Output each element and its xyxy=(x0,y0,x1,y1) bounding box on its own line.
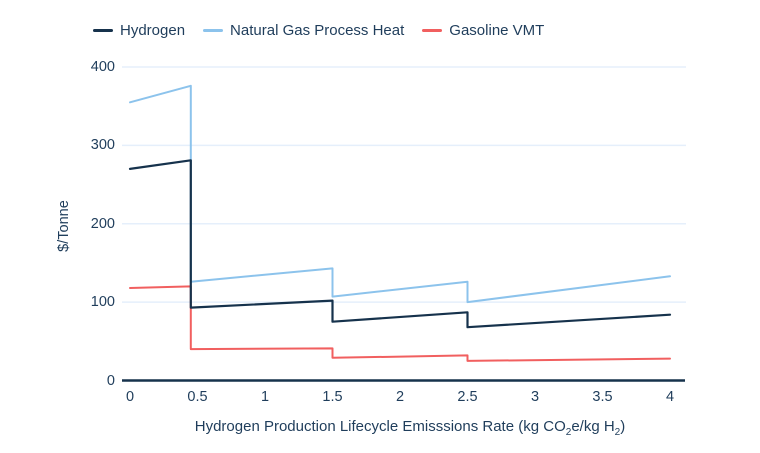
legend-label: Natural Gas Process Heat xyxy=(230,22,405,39)
x-axis-title-text: Hydrogen Production Lifecycle Emisssions… xyxy=(194,418,566,435)
legend-item-gasoline-vmt[interactable]: Gasoline VMT xyxy=(422,22,544,39)
x-tick-label-0: 0 xyxy=(125,389,135,405)
series-line-gasoline-vmt xyxy=(129,285,671,362)
y-tick-label-200: 200 xyxy=(90,215,115,232)
legend-line-swatch xyxy=(422,29,443,32)
x-axis-title-text: e/kg H xyxy=(571,418,615,435)
series-line-hydrogen xyxy=(128,159,672,329)
y-tick-label-400: 400 xyxy=(90,59,115,75)
x-tick-label-2: 2 xyxy=(395,389,405,405)
legend-item-natural-gas-process-heat[interactable]: Natural Gas Process Heat xyxy=(203,22,404,39)
legend-item-hydrogen[interactable]: Hydrogen xyxy=(93,22,185,39)
x-axis-title: Hydrogen Production Lifecycle Emisssions… xyxy=(60,418,760,438)
x-tick-label-1-5: 1.5 xyxy=(322,389,343,405)
x-tick-label-0-5: 0.5 xyxy=(187,389,208,405)
legend: Hydrogen Natural Gas Process Heat Gasoline… xyxy=(93,22,544,39)
x-tick-label-2-5: 2.5 xyxy=(457,389,478,405)
legend-label: Gasoline VMT xyxy=(449,22,545,39)
x-axis-title-subscript: 2 xyxy=(614,427,621,438)
y-tick-label-100: 100 xyxy=(90,294,115,311)
x-axis-title-text: ) xyxy=(620,418,626,435)
y-tick-label-300: 300 xyxy=(90,137,115,154)
x-tick-label-3: 3 xyxy=(530,389,540,405)
series-line-natural-gas-process-heat xyxy=(129,84,671,304)
x-tick-label-3-5: 3.5 xyxy=(592,389,613,405)
x-tick-label-4: 4 xyxy=(665,389,675,405)
legend-line-swatch xyxy=(203,29,224,32)
x-axis-title-subscript: 2 xyxy=(565,427,572,438)
legend-label: Hydrogen xyxy=(120,22,186,39)
x-tick-label-1: 1 xyxy=(260,389,270,405)
legend-line-swatch xyxy=(93,29,113,32)
y-tick-label-0: 0 xyxy=(106,372,115,389)
